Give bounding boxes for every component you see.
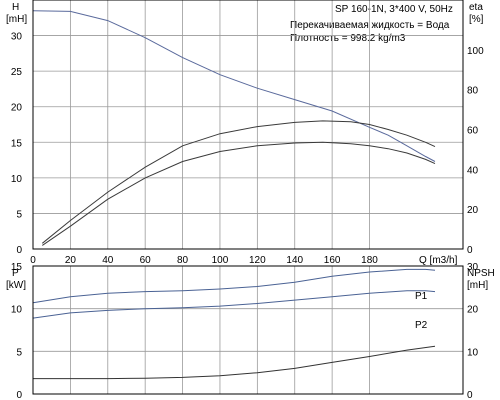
bottom-left-tick-label-15: 15 bbox=[11, 262, 23, 273]
series-label-p1: P1 bbox=[415, 291, 428, 302]
x-tick-label-100: 100 bbox=[212, 255, 229, 266]
top-left-tick-label-30: 30 bbox=[11, 32, 23, 43]
top-left-axis-label-line1: H bbox=[12, 2, 19, 13]
top-series-line-1 bbox=[41, 120, 436, 244]
top-left-tick-label-10: 10 bbox=[11, 174, 23, 185]
chart-title: SP 160-1N, 3*400 V, 50Hz bbox=[335, 4, 453, 15]
top-left-tick-label-0: 0 bbox=[16, 245, 22, 256]
top-right-axis-label-line1: eta bbox=[469, 2, 483, 13]
top-left-tick-label-5: 5 bbox=[16, 209, 22, 220]
bottom-left-axis-label-line1: P bbox=[12, 268, 19, 279]
bottom-plot-frame bbox=[32, 265, 464, 395]
bottom-left-tick-label-0: 0 bbox=[16, 390, 22, 400]
npsh-series-line bbox=[33, 345, 436, 380]
top-right-tick-label-60: 60 bbox=[467, 125, 479, 136]
top-right-axis-label-line2: [%] bbox=[469, 14, 484, 25]
top-left-tick-label-25: 25 bbox=[11, 67, 23, 78]
top-series-line-2 bbox=[42, 141, 436, 246]
top-series-line-0 bbox=[32, 10, 436, 162]
x-tick-label-60: 60 bbox=[140, 255, 152, 266]
top-left-tick-label-20: 20 bbox=[11, 103, 23, 114]
top-right-tick-label-40: 40 bbox=[467, 165, 479, 176]
top-left-axis-label-line2: [mH] bbox=[6, 14, 27, 25]
top-plot-frame bbox=[32, 0, 464, 250]
series-label-p2: P2 bbox=[415, 320, 428, 331]
series-line-p1 bbox=[32, 268, 436, 304]
bottom-left-tick-label-10: 10 bbox=[11, 305, 23, 316]
bottom-right-tick-label-0: 0 bbox=[467, 390, 473, 400]
series-line-p2 bbox=[32, 290, 436, 319]
x-tick-label-40: 40 bbox=[102, 255, 114, 266]
bottom-right-tick-label-10: 10 bbox=[467, 347, 479, 358]
top-right-tick-label-80: 80 bbox=[467, 86, 479, 97]
top-right-tick-label-0: 0 bbox=[467, 245, 473, 256]
top-right-tick-label-100: 100 bbox=[467, 46, 484, 57]
top-right-tick-label-20: 20 bbox=[467, 205, 479, 216]
x-tick-label-80: 80 bbox=[177, 255, 189, 266]
bottom-right-tick-label-20: 20 bbox=[467, 305, 479, 316]
bottom-right-axis-label-line2: [mH] bbox=[467, 280, 488, 291]
bottom-left-tick-label-5: 5 bbox=[16, 347, 22, 358]
x-tick-label-0: 0 bbox=[30, 255, 36, 266]
bottom-right-tick-label-30: 30 bbox=[467, 262, 479, 273]
top-left-tick-label-15: 15 bbox=[11, 138, 23, 149]
density-annotation: Плотность = 998.2 kg/m3 bbox=[290, 33, 406, 44]
bottom-left-axis-label-line2: [kW] bbox=[6, 280, 26, 291]
x-tick-label-140: 140 bbox=[286, 255, 303, 266]
x-tick-label-160: 160 bbox=[324, 255, 341, 266]
x-tick-label-20: 20 bbox=[65, 255, 77, 266]
x-axis-label: Q [m3/h] bbox=[419, 255, 458, 266]
x-tick-label-180: 180 bbox=[361, 255, 378, 266]
bottom-right-axis-label-line1: NPSH bbox=[467, 268, 495, 279]
x-tick-label-120: 120 bbox=[249, 255, 266, 266]
